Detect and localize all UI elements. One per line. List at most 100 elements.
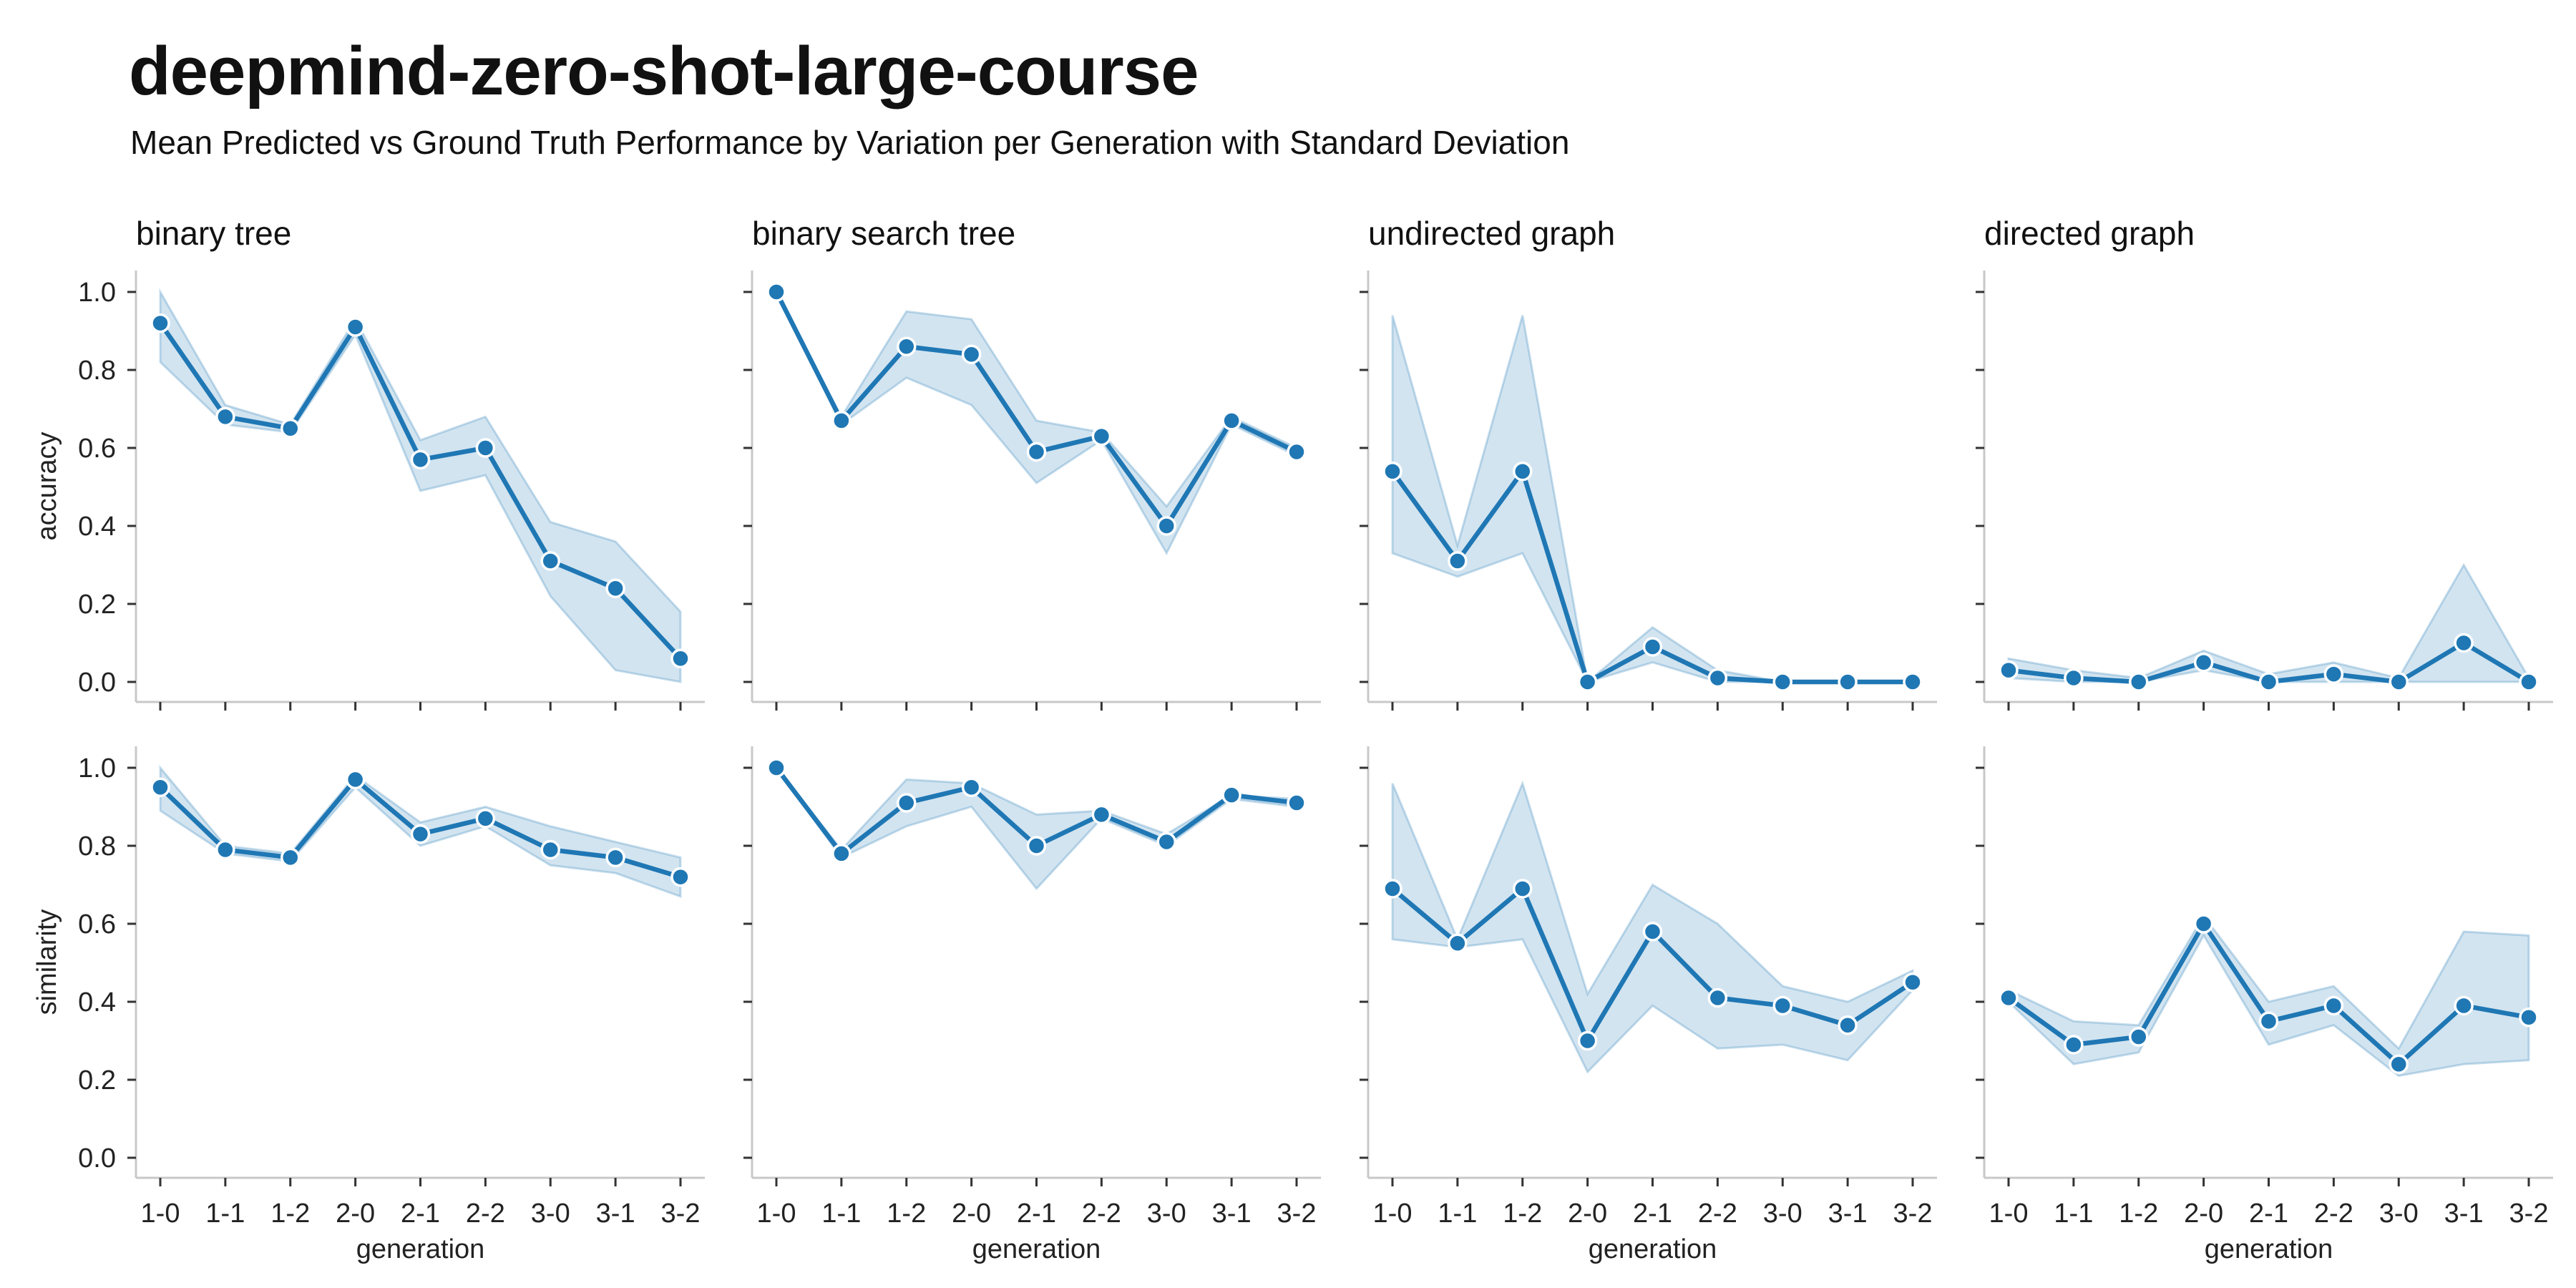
x-tick-label: 1-1 [1438,1199,1477,1229]
x-tick-label: 1-2 [887,1199,926,1229]
data-point [540,551,560,571]
data-point [1903,972,1923,992]
data-point [1577,1030,1598,1051]
x-tick-label: 2-0 [1568,1199,1607,1229]
x-tick-label: 3-2 [1893,1199,1933,1229]
y-tick-label: 0.4 [78,987,116,1018]
x-tick-label: 1-0 [757,1199,796,1229]
x-tick-label: 3-1 [2444,1199,2484,1229]
data-point [1287,441,1307,462]
data-point [766,758,786,778]
x-tick-label: 3-1 [1212,1199,1252,1229]
x-tick-label: 3-2 [2509,1199,2549,1229]
data-point [150,313,170,333]
y-tick-label: 0.2 [78,590,116,620]
x-tick-label: 2-0 [952,1199,991,1229]
data-point [961,344,982,364]
data-point [670,867,691,887]
x-tick-label: 1-1 [821,1199,861,1229]
data-point [1707,987,1728,1008]
x-tick-label: 1-2 [1503,1199,1542,1229]
data-point [280,419,301,439]
data-point [1707,668,1728,688]
x-tick-label: 1-2 [2119,1199,2158,1229]
y-tick-label: 0.0 [78,668,116,698]
x-tick-label: 2-2 [2314,1199,2353,1229]
data-point [1838,1015,1858,1035]
facet-title: binary search tree [752,215,1015,252]
data-point [2454,995,2474,1016]
data-point [605,578,625,598]
data-point [2389,1054,2409,1074]
data-point [2129,1027,2149,1047]
data-point [2258,672,2279,692]
x-tick-label: 2-2 [466,1199,505,1229]
data-point [475,438,496,458]
y-tick-label: 0.2 [78,1065,116,1096]
x-tick-label: 3-2 [661,1199,701,1229]
data-point [897,793,917,813]
y-tick-label: 0.0 [78,1143,116,1174]
data-point [1221,411,1241,431]
data-point [1999,660,2019,680]
x-tick-label: 2-1 [1633,1199,1672,1229]
data-point [540,839,560,860]
data-point [1577,672,1598,692]
data-point [1448,551,1468,571]
x-tick-label: 1-0 [141,1199,180,1229]
data-point [961,777,982,797]
data-point [2258,1011,2279,1031]
x-tick-label: 1-2 [270,1199,310,1229]
data-point [766,282,786,302]
y-tick-label: 1.0 [78,278,116,308]
data-point [1026,836,1047,856]
data-point [605,847,625,868]
x-tick-label: 2-2 [1082,1199,1121,1229]
data-point [2389,672,2409,692]
x-axis-label: generation [356,1234,485,1264]
y-tick-label: 1.0 [78,753,116,784]
data-point [410,449,431,470]
std-band [775,767,1298,891]
facet-title: binary tree [136,215,291,252]
y-tick-label: 0.6 [78,909,116,940]
data-point [2193,653,2214,673]
data-point [670,648,691,669]
x-tick-label: 1-0 [1373,1199,1413,1229]
x-axis-label: generation [972,1234,1101,1264]
data-point [1448,933,1468,953]
data-point [2129,672,2149,692]
data-point [475,809,496,829]
data-point [150,777,170,797]
data-point [215,406,235,427]
data-point [2454,633,2474,653]
chart-subtitle: Mean Predicted vs Ground Truth Performan… [130,124,1570,161]
x-tick-label: 3-1 [1828,1199,1868,1229]
y-axis-label: accuracy [32,431,62,540]
y-tick-label: 0.6 [78,434,116,464]
x-tick-label: 3-0 [1763,1199,1802,1229]
data-point [831,411,852,431]
data-point [345,317,366,337]
data-point [1156,831,1176,852]
y-tick-label: 0.8 [78,356,116,386]
x-tick-label: 3-0 [1147,1199,1186,1229]
x-tick-label: 3-1 [596,1199,635,1229]
y-axis-label: similarity [32,909,62,1015]
data-point [280,847,301,868]
data-point [1772,995,1792,1016]
series-line [774,291,1298,529]
x-tick-label: 2-0 [336,1199,375,1229]
data-point [1838,672,1858,692]
x-axis-label: generation [1589,1234,1717,1264]
x-tick-label: 3-0 [2379,1199,2419,1229]
data-point [345,769,366,790]
data-point [2519,1008,2539,1028]
data-point [1382,461,1402,482]
facet-title: directed graph [1984,215,2195,252]
data-point [2193,914,2214,934]
x-tick-label: 2-0 [2184,1199,2223,1229]
x-axis-label: generation [2205,1234,2333,1264]
data-point [2323,664,2344,684]
x-tick-label: 2-1 [2249,1199,2288,1229]
